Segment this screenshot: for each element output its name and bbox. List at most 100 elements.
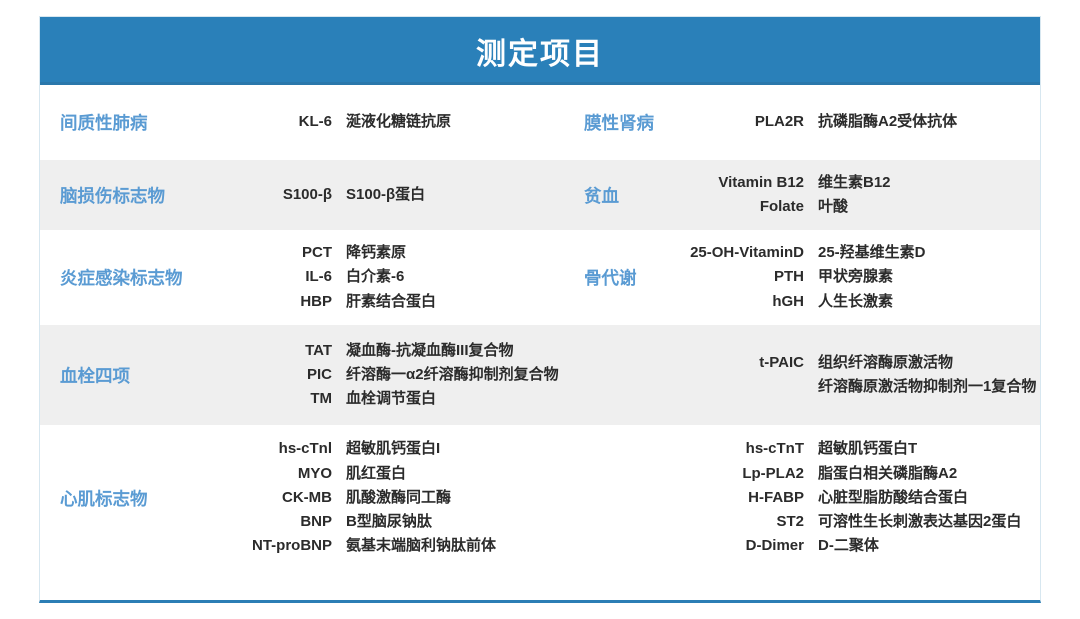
- list-item: NT-proBNP 氨基末端脑利钠肽前体: [220, 534, 561, 558]
- list-item: MYO 肌红蛋白: [220, 462, 561, 486]
- item-description-group: 可溶性生长刺激表达基因2蛋白: [804, 510, 1021, 534]
- item-description: 超敏肌钙蛋白I: [346, 440, 441, 458]
- category-label: 脑损伤标志物: [60, 185, 165, 206]
- item-description-group: 心脏型脂肪酸结合蛋白: [804, 486, 968, 510]
- category-group-right: 骨代谢 25-OH-VitaminD 25-羟基维生素D PTH 甲状旁腺素 hGH 人生长…: [561, 230, 1040, 325]
- item-description: 氨基末端脑利钠肽前体: [346, 537, 497, 555]
- list-item: 25-OH-VitaminD 25-羟基维生素D: [686, 241, 1040, 265]
- item-list: t-PAIC 组织纤溶酶原激活物 纤溶酶原激活物抑制剂一1复合物: [686, 351, 1040, 400]
- category-group-right: 膜性肾病 PLA2R 抗磷脂酶A2受体抗体: [561, 85, 1040, 160]
- item-description: 组织纤溶酶原激活物: [818, 353, 954, 371]
- category-label: 膜性肾病: [584, 113, 654, 133]
- category-group-right: 贫血 Vitamin B12 维生素B12 Folate 叶酸: [561, 160, 1040, 230]
- item-description: 心脏型脂肪酸结合蛋白: [818, 488, 969, 506]
- item-description: 叶酸: [818, 198, 849, 215]
- item-abbreviation: CK-MB: [282, 488, 332, 506]
- item-abbreviation: D-Dimer: [745, 537, 804, 555]
- item-description-group: 脂蛋白相关磷脂酶A2: [804, 462, 957, 486]
- item-list: S100-β S100-β蛋白: [220, 183, 561, 207]
- item-description: S100-β蛋白: [346, 185, 426, 203]
- item-description: 纤溶酶原激活物抑制剂一1复合物: [818, 378, 1037, 395]
- list-item: PLA2R 抗磷脂酶A2受体抗体: [686, 110, 1040, 134]
- category-label: 间质性肺病: [60, 113, 148, 133]
- item-description-group: 抗磷脂酶A2受体抗体: [804, 110, 957, 134]
- item-description: 脂蛋白相关磷脂酶A2: [818, 464, 958, 482]
- item-description: 人生长激素: [818, 292, 894, 310]
- item-description-group: 凝血酶-抗凝血酶III复合物: [332, 339, 514, 363]
- item-list: KL-6 涎液化糖链抗原: [220, 110, 561, 134]
- item-abbreviation: NT-proBNP: [252, 537, 332, 555]
- item-abbreviation: hs-cTnT: [745, 440, 804, 458]
- list-item: PCT 降钙素原: [220, 241, 561, 265]
- item-abbreviation: ST2: [776, 513, 804, 531]
- category-label: 心肌标志物: [60, 488, 148, 509]
- item-description: 血栓调节蛋白: [346, 390, 437, 408]
- list-item: CK-MB 肌酸激酶同工酶: [220, 486, 561, 510]
- list-item: TM 血栓调节蛋白: [220, 387, 561, 411]
- item-description-group: 氨基末端脑利钠肽前体: [332, 534, 496, 558]
- list-item: PIC 纤溶酶一α2纤溶酶抑制剂复合物: [220, 363, 561, 387]
- list-item: PTH 甲状旁腺素: [686, 265, 1040, 289]
- item-description-group: 维生素B12: [804, 171, 891, 195]
- item-abbreviation: Folate: [759, 198, 804, 215]
- item-abbreviation: MYO: [297, 464, 332, 482]
- page-title: 测定项目: [476, 38, 604, 71]
- list-item: BNP B型脑尿钠肽: [220, 510, 561, 534]
- category-label: 血栓四项: [60, 365, 130, 386]
- item-list: hs-cTnT 超敏肌钙蛋白T Lp-PLA2 脂蛋白相关磷脂酶A2 H-FABP 心脏型…: [686, 437, 1040, 558]
- card-header: 测定项目: [40, 17, 1040, 85]
- category-group-right: t-PAIC 组织纤溶酶原激活物 纤溶酶原激活物抑制剂一1复合物: [561, 325, 1040, 425]
- item-abbreviation: KL-6: [298, 113, 332, 131]
- list-item: hGH 人生长激素: [686, 290, 1040, 314]
- list-item: ST2 可溶性生长刺激表达基因2蛋白: [686, 510, 1040, 534]
- item-description-group: 纤溶酶一α2纤溶酶抑制剂复合物: [332, 363, 559, 387]
- item-description-group: 涎液化糖链抗原: [332, 110, 451, 134]
- list-item: Lp-PLA2 脂蛋白相关磷脂酶A2: [686, 462, 1040, 486]
- list-item: hs-cTnl 超敏肌钙蛋白I: [220, 437, 561, 461]
- table-row: 间质性肺病 KL-6 涎液化糖链抗原 膜性肾病 PLA2R 抗磷脂酶A2受体抗体: [40, 85, 1040, 160]
- list-item: KL-6 涎液化糖链抗原: [220, 110, 561, 134]
- table-row: 炎症感染标志物 PCT 降钙素原 IL-6 白介素-6 HBP 肝素结合蛋白 骨代谢 25-OH…: [40, 230, 1040, 325]
- item-list: Vitamin B12 维生素B12 Folate 叶酸: [686, 171, 1040, 220]
- item-description-group: 降钙素原: [332, 241, 406, 265]
- item-description: 肌红蛋白: [346, 464, 407, 482]
- item-description-group: 甲状旁腺素: [804, 265, 893, 289]
- list-item: t-PAIC 组织纤溶酶原激活物 纤溶酶原激活物抑制剂一1复合物: [686, 351, 1040, 400]
- list-item: H-FABP 心脏型脂肪酸结合蛋白: [686, 486, 1040, 510]
- test-items-table: 间质性肺病 KL-6 涎液化糖链抗原 膜性肾病 PLA2R 抗磷脂酶A2受体抗体脑损伤标志…: [40, 85, 1040, 571]
- item-description: 可溶性生长刺激表达基因2蛋白: [818, 513, 1022, 531]
- list-item: Folate 叶酸: [686, 195, 1040, 219]
- item-abbreviation: BNP: [300, 513, 332, 531]
- category-group-left: 炎症感染标志物 PCT 降钙素原 IL-6 白介素-6 HBP 肝素结合蛋白: [40, 230, 561, 325]
- test-items-card: 测定项目 间质性肺病 KL-6 涎液化糖链抗原 膜性肾病 PLA2R 抗磷脂酶A2受体抗体…: [39, 16, 1041, 603]
- item-description: 降钙素原: [346, 244, 407, 262]
- category-label: 贫血: [584, 185, 619, 206]
- item-description: 甲状旁腺素: [818, 268, 894, 286]
- item-description-group: 超敏肌钙蛋白I: [332, 437, 440, 461]
- item-abbreviation: hs-cTnl: [278, 440, 332, 458]
- item-list: PCT 降钙素原 IL-6 白介素-6 HBP 肝素结合蛋白: [220, 241, 561, 314]
- item-description-group: 叶酸: [804, 195, 848, 219]
- item-description: 凝血酶-抗凝血酶III复合物: [346, 341, 514, 359]
- item-abbreviation: TM: [310, 390, 332, 408]
- category-group-left: 血栓四项 TAT 凝血酶-抗凝血酶III复合物 PIC 纤溶酶一α2纤溶酶抑制剂复合物 T…: [40, 325, 561, 425]
- category-group-left: 心肌标志物 hs-cTnl 超敏肌钙蛋白I MYO 肌红蛋白 CK-MB 肌酸激酶同工酶 BN…: [40, 425, 561, 571]
- item-list: TAT 凝血酶-抗凝血酶III复合物 PIC 纤溶酶一α2纤溶酶抑制剂复合物 TM 血栓调…: [220, 339, 561, 412]
- item-abbreviation: PCT: [302, 244, 332, 262]
- item-description-group: S100-β蛋白: [332, 183, 425, 207]
- item-description-group: 组织纤溶酶原激活物纤溶酶原激活物抑制剂一1复合物: [804, 351, 1036, 400]
- item-list: 25-OH-VitaminD 25-羟基维生素D PTH 甲状旁腺素 hGH 人生长激素: [686, 241, 1040, 314]
- item-abbreviation: IL-6: [305, 268, 332, 286]
- item-description: D-二聚体: [818, 537, 879, 555]
- item-abbreviation: S100-β: [282, 185, 332, 203]
- item-description: 白介素-6: [346, 268, 405, 286]
- item-description-group: 人生长激素: [804, 290, 893, 314]
- item-abbreviation: 25-OH-VitaminD: [690, 244, 804, 262]
- item-list: PLA2R 抗磷脂酶A2受体抗体: [686, 110, 1040, 134]
- category-group-left: 间质性肺病 KL-6 涎液化糖链抗原: [40, 85, 561, 160]
- table-row: 心肌标志物 hs-cTnl 超敏肌钙蛋白I MYO 肌红蛋白 CK-MB 肌酸激酶同工酶 BN…: [40, 425, 1040, 571]
- category-label: 骨代谢: [584, 268, 637, 288]
- list-item: TAT 凝血酶-抗凝血酶III复合物: [220, 339, 561, 363]
- category-label: 炎症感染标志物: [60, 268, 183, 288]
- item-description: 超敏肌钙蛋白T: [818, 440, 918, 458]
